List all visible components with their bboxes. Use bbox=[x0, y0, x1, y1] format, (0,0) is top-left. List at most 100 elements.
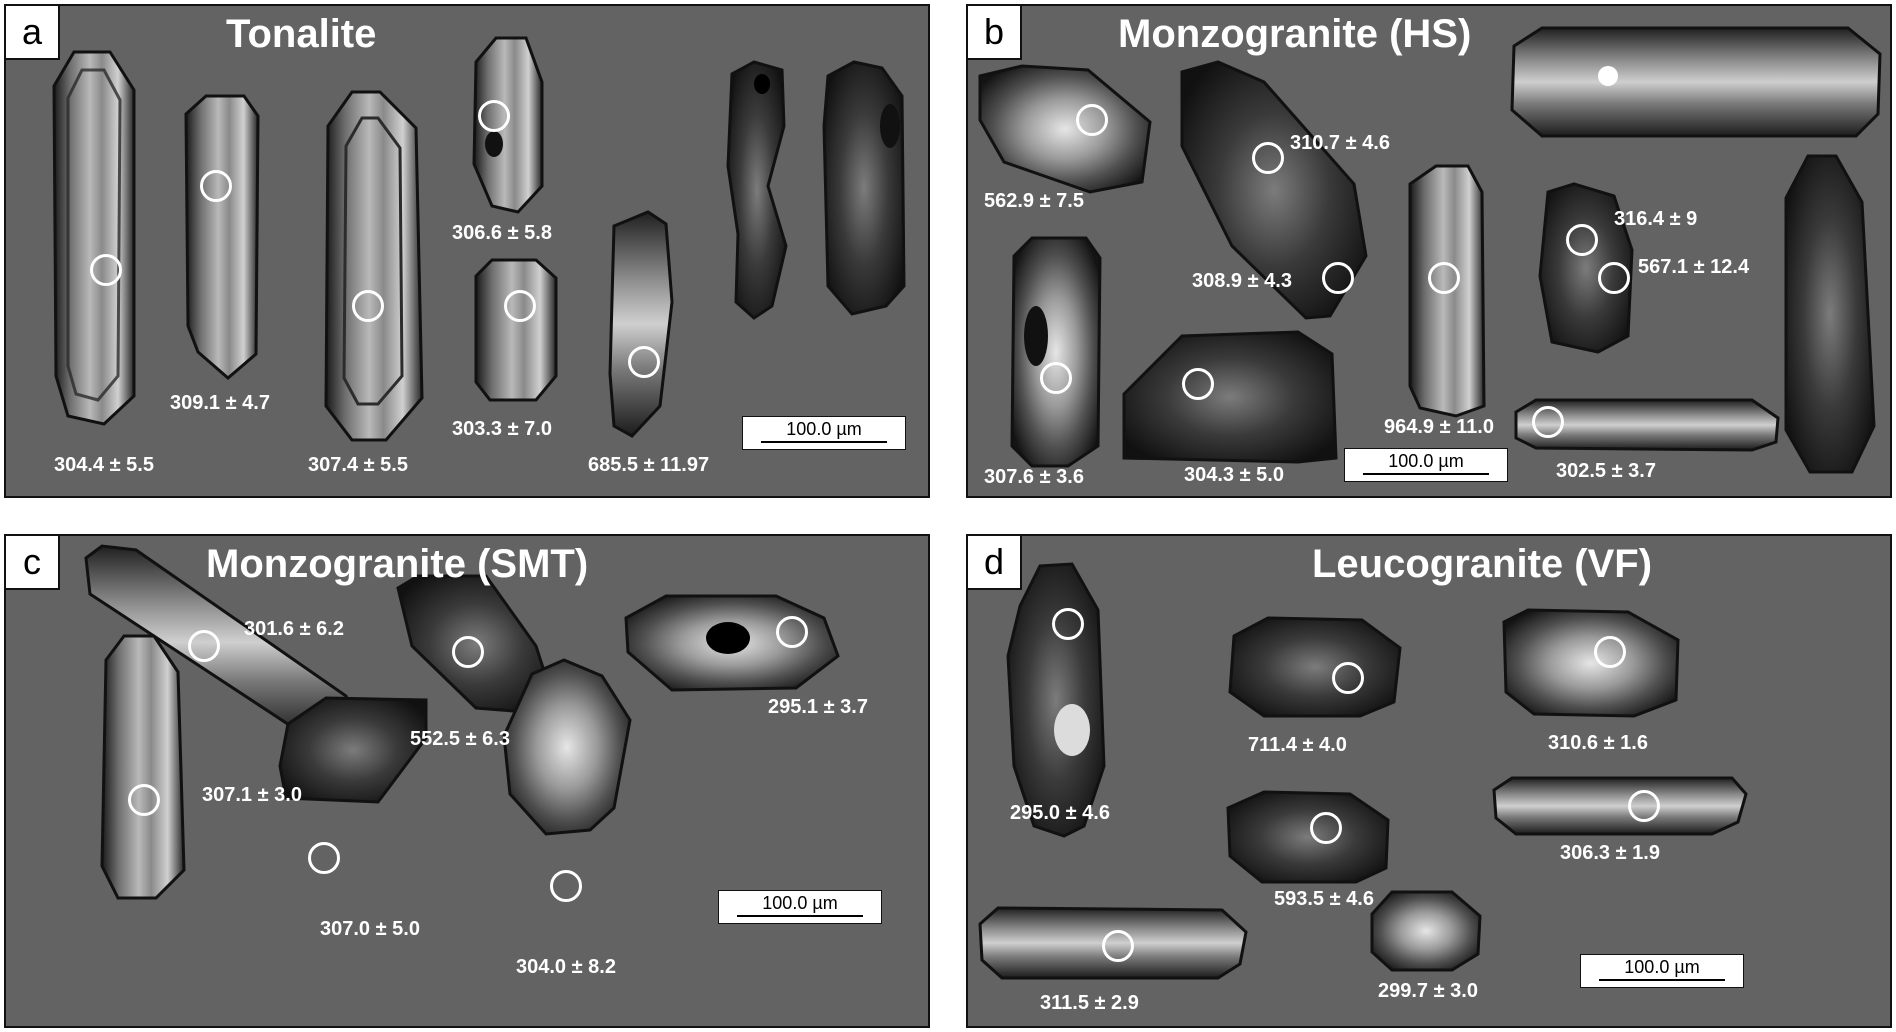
panel-letter: c bbox=[6, 536, 60, 590]
zircon-grain bbox=[472, 36, 544, 214]
analysis-spot bbox=[1322, 262, 1354, 294]
scale-bar-line bbox=[761, 441, 887, 443]
zircon-grain bbox=[1370, 890, 1482, 972]
zircon-grain bbox=[1502, 608, 1680, 718]
scale-bar-line bbox=[737, 915, 863, 917]
age-label: 307.0 ± 5.0 bbox=[320, 918, 420, 940]
age-label: 302.5 ± 3.7 bbox=[1556, 460, 1656, 482]
analysis-spot bbox=[1310, 812, 1342, 844]
zircon-grain bbox=[100, 634, 186, 900]
zircon-grain bbox=[52, 50, 136, 426]
panel-d: d Leucogranite (VF) 295.0 ± 4.6 711.4 ± … bbox=[966, 534, 1892, 1028]
age-label: 562.9 ± 7.5 bbox=[984, 190, 1084, 212]
analysis-spot bbox=[504, 290, 536, 322]
analysis-spot bbox=[1040, 362, 1072, 394]
age-label: 310.7 ± 4.6 bbox=[1290, 132, 1390, 154]
analysis-spot bbox=[1076, 104, 1108, 136]
panel-letter: d bbox=[968, 536, 1022, 590]
age-label: 711.4 ± 4.0 bbox=[1248, 734, 1347, 756]
zircon-grain bbox=[324, 90, 424, 442]
zircon-grain bbox=[1492, 776, 1748, 836]
age-label: 299.7 ± 3.0 bbox=[1378, 980, 1478, 1002]
zircon-grain bbox=[1006, 562, 1106, 838]
age-label: 316.4 ± 9 bbox=[1614, 208, 1698, 230]
analysis-spot bbox=[1428, 262, 1460, 294]
age-label: 311.5 ± 2.9 bbox=[1040, 992, 1139, 1014]
zircon-grain bbox=[1122, 330, 1338, 464]
zircon-grain bbox=[502, 658, 632, 836]
panel-title: Leucogranite (VF) bbox=[1312, 542, 1653, 586]
zircon-grain bbox=[184, 94, 260, 380]
panel-letter: a bbox=[6, 6, 60, 60]
zircon-grain bbox=[608, 210, 674, 438]
analysis-spot bbox=[1332, 662, 1364, 694]
zircon-grains-c bbox=[84, 544, 840, 900]
analysis-spot bbox=[628, 346, 660, 378]
analysis-spot bbox=[128, 784, 160, 816]
age-label: 304.0 ± 8.2 bbox=[516, 956, 616, 978]
zircon-grain bbox=[1514, 398, 1780, 452]
analysis-spot bbox=[352, 290, 384, 322]
scale-bar: 100.0 µm bbox=[742, 416, 906, 450]
zircon-grain bbox=[1228, 616, 1402, 718]
scale-bar-line bbox=[1363, 473, 1489, 475]
age-label: 306.6 ± 5.8 bbox=[452, 222, 552, 244]
zircon-grain bbox=[1510, 26, 1882, 138]
age-label: 303.3 ± 7.0 bbox=[452, 418, 552, 440]
analysis-spot bbox=[308, 842, 340, 874]
scale-bar-line bbox=[1599, 979, 1725, 981]
analysis-spot bbox=[550, 870, 582, 902]
analysis-spot bbox=[1598, 262, 1630, 294]
scale-bar: 100.0 µm bbox=[1344, 448, 1508, 482]
age-label: 309.1 ± 4.7 bbox=[170, 392, 270, 414]
scale-bar: 100.0 µm bbox=[718, 890, 882, 924]
analysis-spot bbox=[200, 170, 232, 202]
analysis-spot bbox=[90, 254, 122, 286]
analysis-spot bbox=[1532, 406, 1564, 438]
age-label: 308.9 ± 4.3 bbox=[1192, 270, 1292, 292]
zircon-grains-d bbox=[978, 562, 1748, 980]
analysis-spot bbox=[1102, 930, 1134, 962]
age-label: 552.5 ± 6.3 bbox=[410, 728, 510, 750]
age-label: 964.9 ± 11.0 bbox=[1384, 416, 1494, 438]
analysis-spot bbox=[1182, 368, 1214, 400]
zircon-grain bbox=[474, 258, 558, 402]
age-label: 295.0 ± 4.6 bbox=[1010, 802, 1110, 824]
zircon-grain bbox=[822, 60, 906, 316]
analysis-spot bbox=[452, 636, 484, 668]
scale-bar-label: 100.0 µm bbox=[762, 893, 838, 913]
scale-bar: 100.0 µm bbox=[1580, 954, 1744, 988]
analysis-spot bbox=[1628, 790, 1660, 822]
zircon-grain bbox=[1538, 182, 1634, 354]
age-label: 307.4 ± 5.5 bbox=[308, 454, 408, 476]
analysis-spot bbox=[776, 616, 808, 648]
panel-c: c Monzogranite (SMT) 301.6 ± 6.2 552.5 ±… bbox=[4, 534, 930, 1028]
scale-bar-label: 100.0 µm bbox=[786, 419, 862, 439]
panel-letter: b bbox=[968, 6, 1022, 60]
panel-a: a Tonalite 304.4 ± 5.5 309.1 ± 4.7 307.4… bbox=[4, 4, 930, 498]
age-label: 304.3 ± 5.0 bbox=[1184, 464, 1284, 486]
zircon-grain bbox=[1784, 154, 1876, 474]
scale-bar-label: 100.0 µm bbox=[1624, 957, 1700, 977]
analysis-spot bbox=[1594, 636, 1626, 668]
age-label: 307.1 ± 3.0 bbox=[202, 784, 302, 806]
age-label: 593.5 ± 4.6 bbox=[1274, 888, 1374, 910]
zircon-grain bbox=[1226, 790, 1390, 884]
zircon-grain bbox=[278, 696, 428, 804]
analysis-spot bbox=[1052, 608, 1084, 640]
zircon-grain bbox=[726, 60, 788, 320]
age-label: 304.4 ± 5.5 bbox=[54, 454, 154, 476]
age-label: 295.1 ± 3.7 bbox=[768, 696, 868, 718]
zircon-grains-a bbox=[52, 36, 906, 442]
zircon-grains-b bbox=[978, 26, 1882, 474]
panel-title: Monzogranite (HS) bbox=[1118, 12, 1472, 56]
scale-bar-label: 100.0 µm bbox=[1388, 451, 1464, 471]
analysis-spot bbox=[1566, 224, 1598, 256]
panel-b: b Monzogranite (HS) 562.9 ± 7.5 310.7 ± … bbox=[966, 4, 1892, 498]
zircon-grain bbox=[1010, 236, 1102, 468]
analysis-spot bbox=[1252, 142, 1284, 174]
age-label: 310.6 ± 1.6 bbox=[1548, 732, 1648, 754]
analysis-spot bbox=[188, 630, 220, 662]
age-label: 685.5 ± 11.97 bbox=[588, 454, 710, 476]
analysis-spot bbox=[478, 100, 510, 132]
